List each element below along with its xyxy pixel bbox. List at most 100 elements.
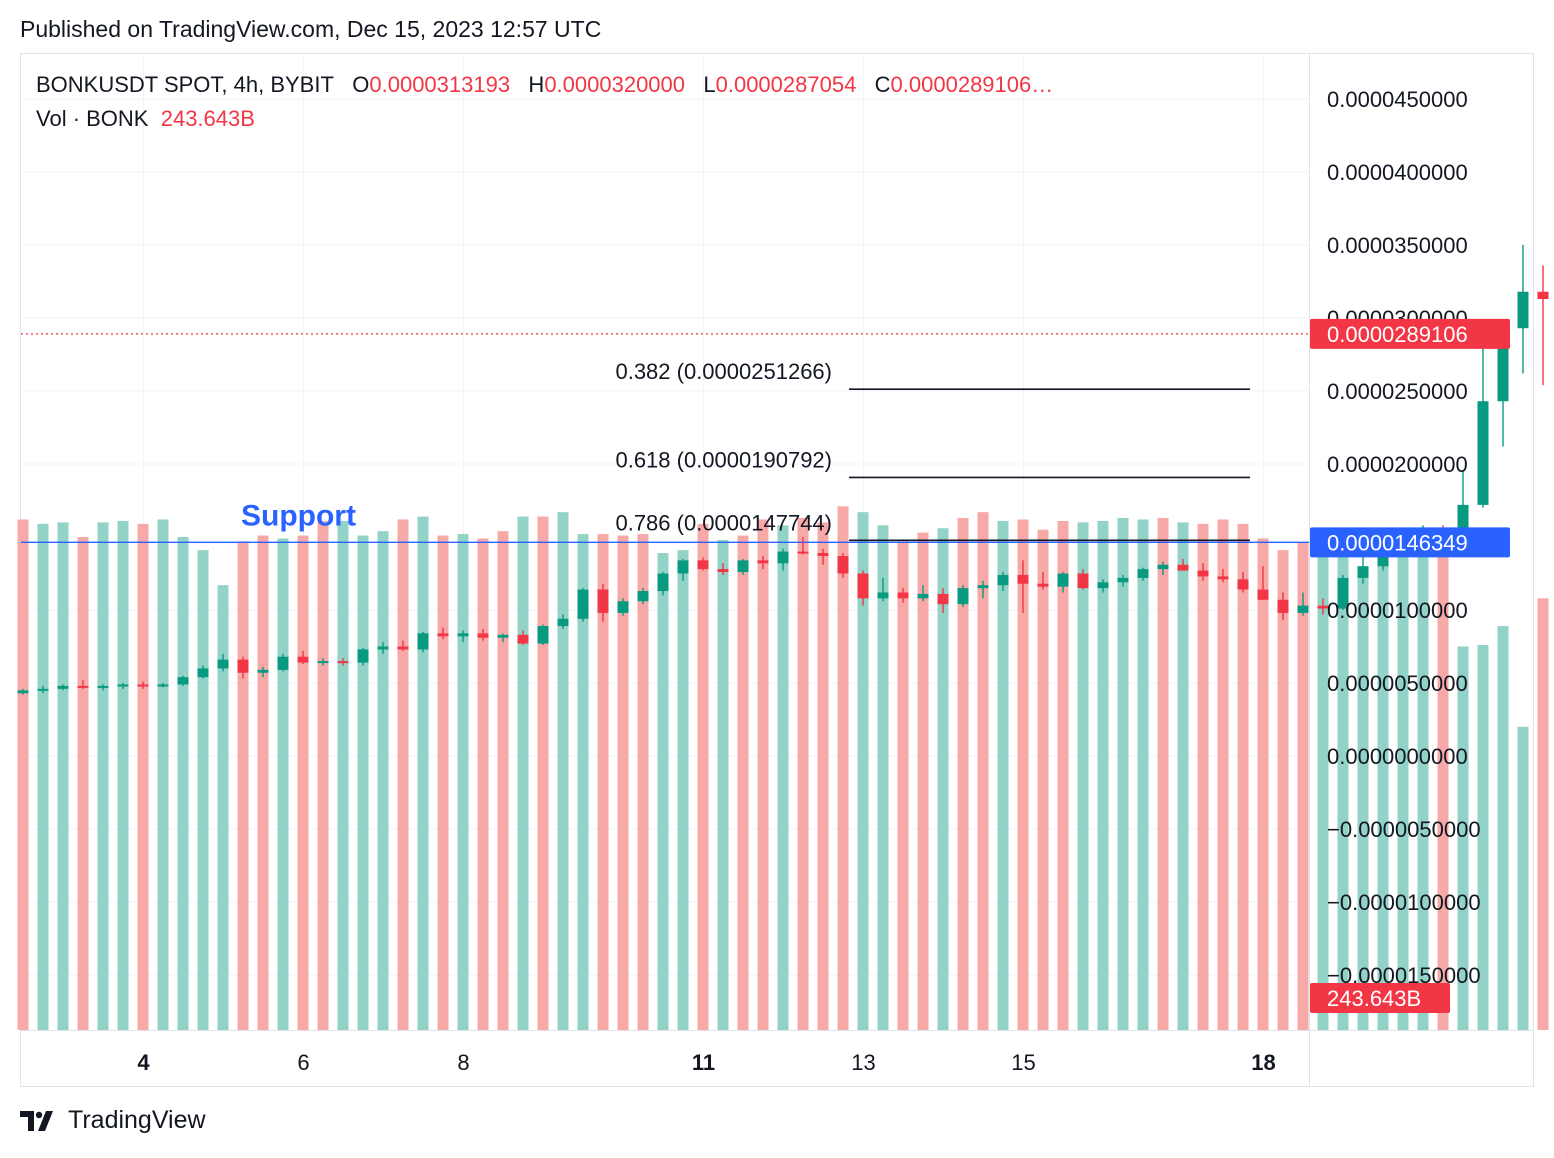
y-tick-label: 0.0000450000 (1327, 87, 1468, 112)
current-price-label-text: 0.0000289106 (1327, 322, 1468, 347)
support-price-label-text: 0.0000146349 (1327, 530, 1468, 555)
current-price-label-bg (1310, 318, 1510, 349)
fib-level-label: 0.618 (0.0000190792) (615, 447, 832, 472)
volume-bar (657, 553, 669, 1030)
volume-bar (577, 534, 589, 1030)
volume-bar (1237, 523, 1249, 1030)
volume-bar (917, 532, 929, 1030)
candle-body (1337, 577, 1349, 609)
volume-bar (1057, 520, 1069, 1030)
volume-bar (517, 516, 529, 1030)
candle-body (877, 592, 889, 599)
volume-bar (257, 535, 269, 1030)
candle-body (1017, 574, 1029, 584)
candle-body (1217, 576, 1229, 580)
candle-body (77, 685, 89, 688)
legend-symbol: BONKUSDT SPOT, 4h, BYBIT (36, 72, 334, 97)
candle-body (97, 685, 109, 688)
legend-ohlc: BONKUSDT SPOT, 4h, BYBIT O0.0000313193 H… (36, 72, 1053, 98)
candle-body (117, 684, 129, 687)
candle-body (697, 560, 709, 570)
legend-open-value: 0.0000313193 (369, 72, 511, 97)
candle-body (997, 574, 1009, 586)
volume-bar (637, 534, 649, 1030)
volume-bar (417, 516, 429, 1030)
candle-body (57, 685, 69, 689)
legend-volume: Vol · BONK 243.643B (36, 106, 255, 132)
volume-bar (777, 525, 789, 1030)
candle-body (657, 573, 669, 592)
candle-body (1237, 579, 1249, 590)
candle-body (1097, 582, 1109, 589)
candle-body (517, 634, 529, 644)
candle-body (217, 659, 229, 669)
candle-body (937, 593, 949, 605)
candle-body (977, 585, 989, 589)
volume-bar (217, 585, 229, 1030)
candle-body (437, 633, 449, 637)
candle-body (1537, 291, 1549, 300)
x-tick-label: 4 (137, 1050, 150, 1075)
candle-body (817, 553, 829, 556)
y-tick-label: −0.0000050000 (1327, 817, 1481, 842)
volume-bar (677, 550, 689, 1030)
candle-body (737, 560, 749, 573)
legend-high-value: 0.0000320000 (544, 72, 686, 97)
volume-bar (1277, 550, 1289, 1030)
support-price-label-bg (1310, 527, 1510, 558)
candle-body (577, 589, 589, 619)
fib-level-label: 0.382 (0.0000251266) (615, 359, 832, 384)
legend-volume-label: Vol · BONK (36, 106, 149, 131)
volume-bar (97, 522, 109, 1030)
candle-body (37, 688, 49, 691)
candle-body (1377, 548, 1389, 567)
candle-body (1457, 504, 1469, 540)
candle-body (637, 591, 649, 602)
volume-bar (1177, 522, 1189, 1030)
candle-body (1297, 605, 1309, 613)
published-text: Published on TradingView.com, Dec 15, 20… (20, 16, 602, 42)
y-tick-label: −0.0000100000 (1327, 890, 1481, 915)
candle-body (357, 649, 369, 663)
volume-bar (1457, 646, 1469, 1030)
volume-bar (597, 534, 609, 1030)
volume-bar (277, 538, 289, 1030)
support-text: Support (241, 499, 356, 532)
candle-body (857, 573, 869, 599)
volume-bar (197, 550, 209, 1030)
legend-low-value: 0.0000287054 (715, 72, 857, 97)
x-tick-label: 6 (297, 1050, 309, 1075)
volume-bar (437, 535, 449, 1030)
candle-body (1157, 564, 1169, 570)
candle-body (1177, 564, 1189, 571)
support-line-group: Support (21, 499, 1309, 543)
volume-bar (957, 518, 969, 1030)
volume-bar (977, 512, 989, 1030)
volume-bar (857, 512, 869, 1030)
y-tick-label: 0.0000100000 (1327, 598, 1468, 623)
candle-body (337, 661, 349, 664)
candle-body (1117, 577, 1129, 583)
volume-bar (1017, 519, 1029, 1030)
volume-bar (317, 520, 329, 1030)
candle-body (137, 684, 149, 687)
volume-bar (337, 520, 349, 1030)
support-price-label: 0.0000146349 (1310, 527, 1510, 558)
candle-body (757, 560, 769, 564)
volume-bar (557, 512, 569, 1030)
candle-body (1137, 569, 1149, 578)
current-price-label: 0.0000289106 (1310, 318, 1510, 349)
x-tick-label: 11 (692, 1050, 715, 1075)
candle-body (677, 560, 689, 574)
candle-body (837, 555, 849, 574)
volume-bar (1097, 520, 1109, 1030)
candle-body (1277, 599, 1289, 613)
volume-value-label-bg (1310, 983, 1450, 1013)
candle-body (477, 633, 489, 638)
volume-bar (117, 520, 129, 1030)
candle-body (1517, 291, 1529, 329)
axis-price-labels: 0.0000289106 0.0000146349 243.643B (1310, 318, 1510, 1013)
volume-bar (377, 531, 389, 1030)
candle-body (897, 592, 909, 599)
